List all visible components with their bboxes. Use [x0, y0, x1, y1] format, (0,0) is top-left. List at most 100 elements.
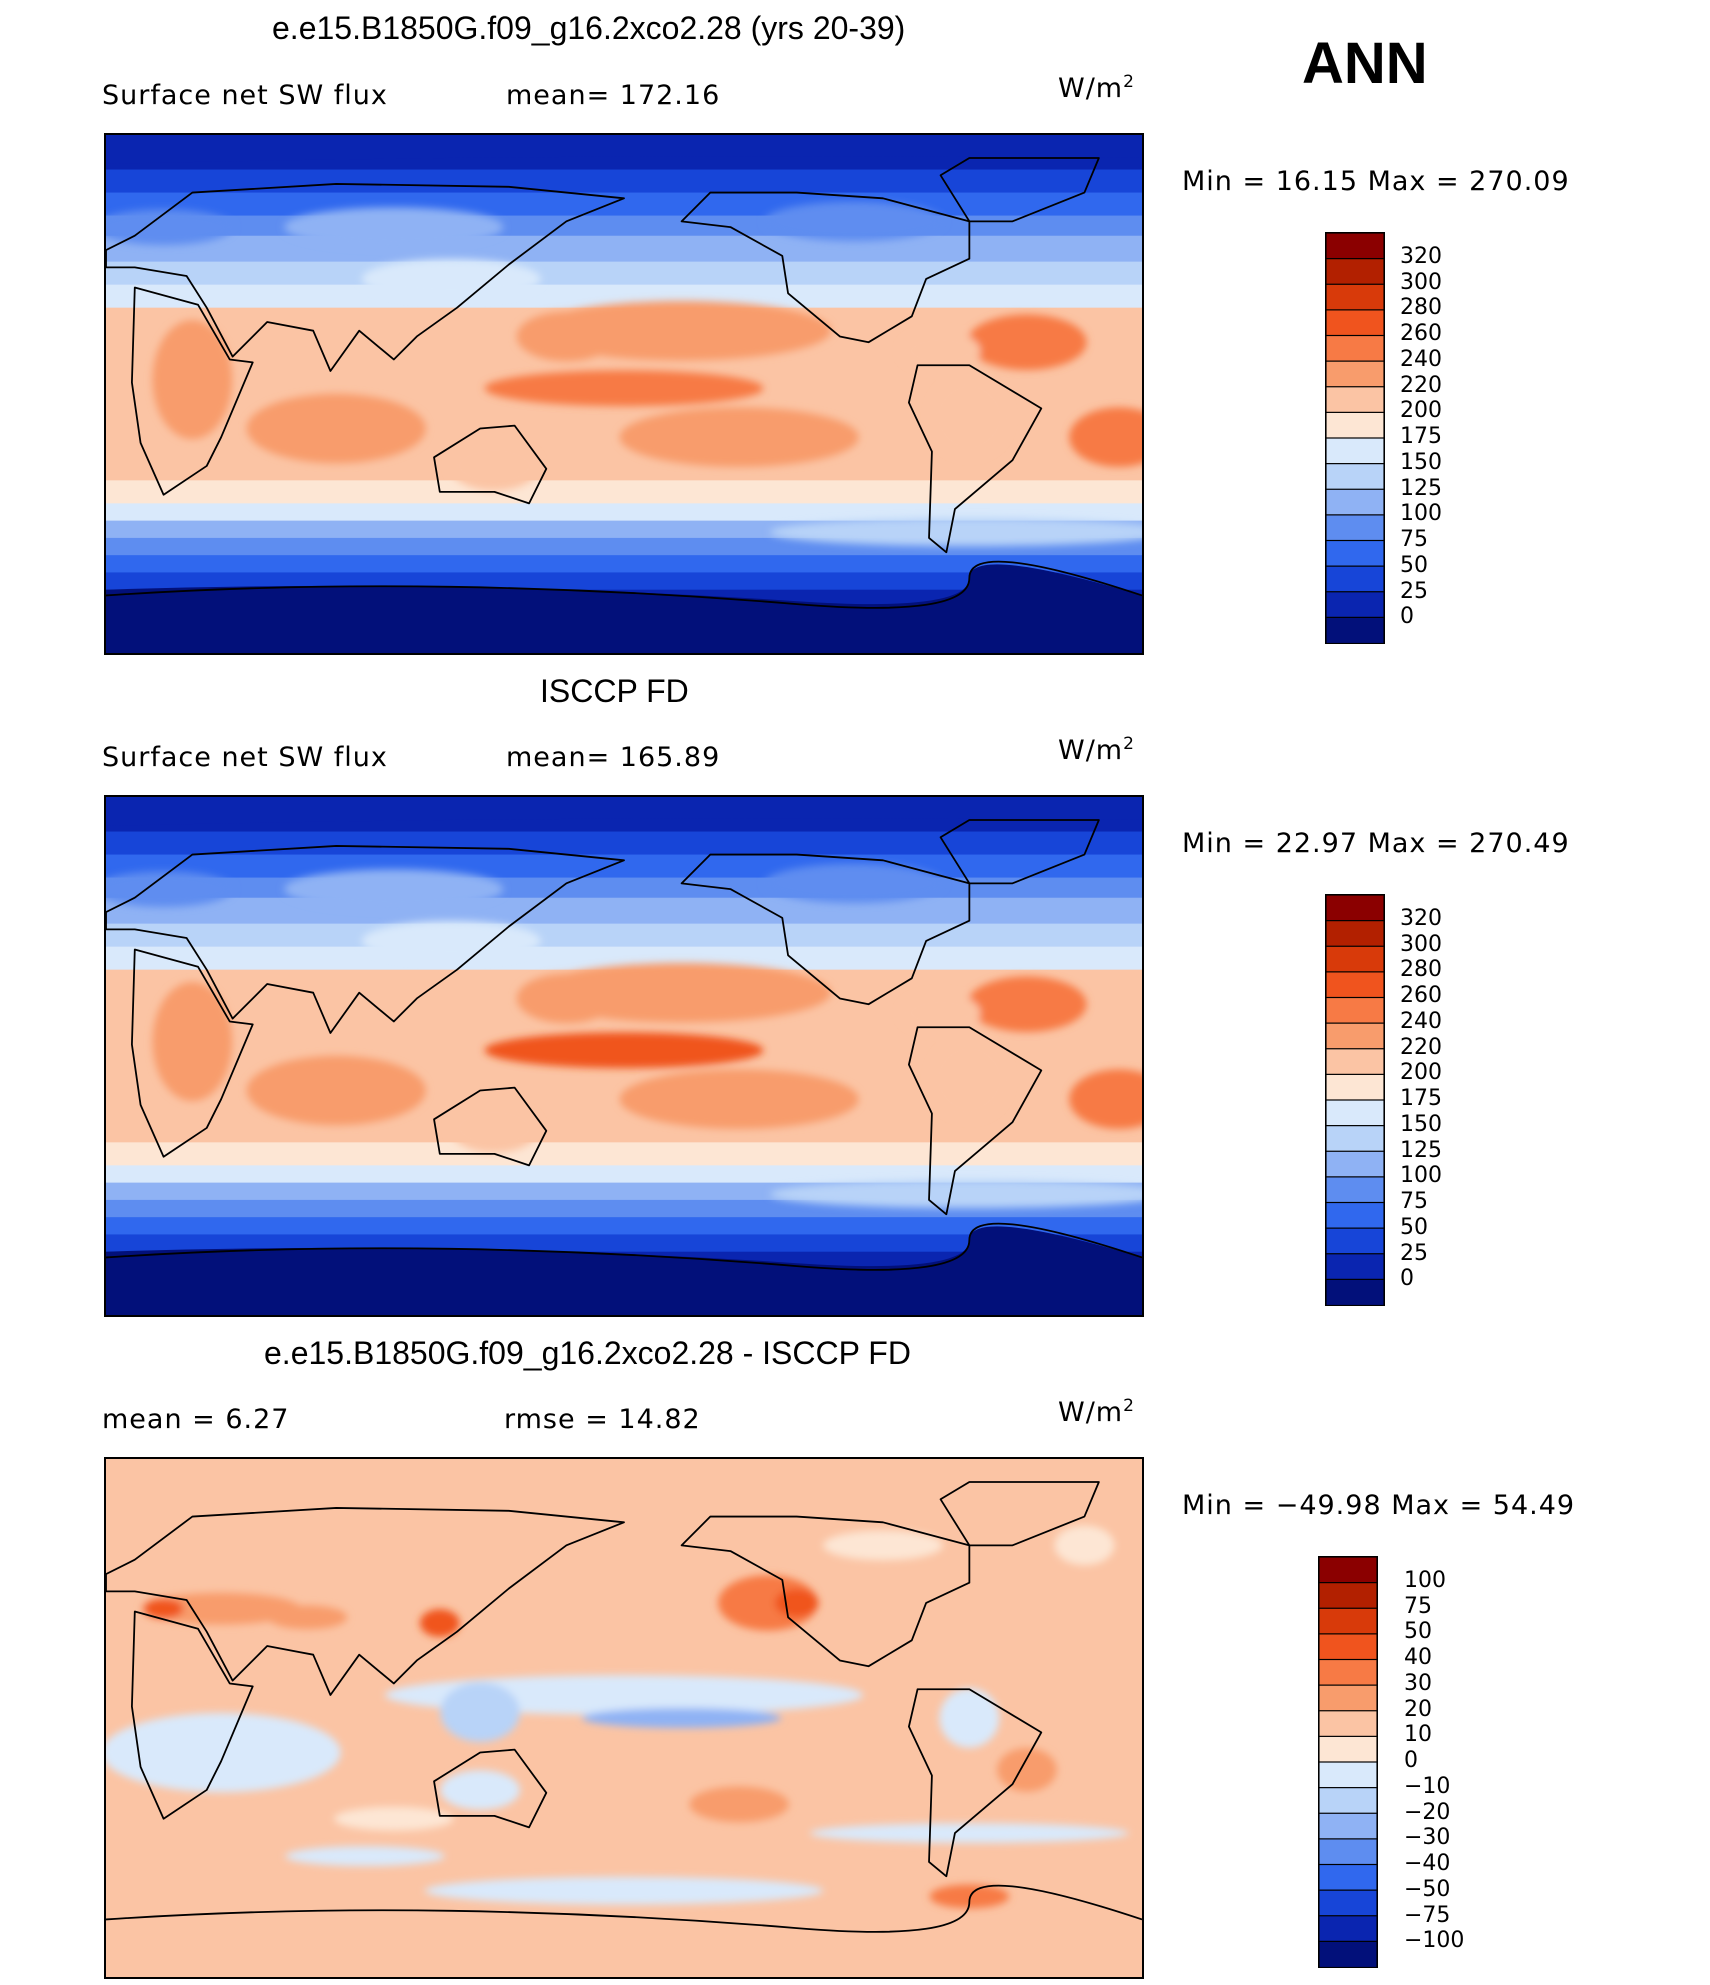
colorbar-label: 220	[1400, 1034, 1442, 1060]
panel-1-mean: mean= 172.16	[506, 80, 721, 111]
colorbar-box	[1326, 1073, 1384, 1102]
colorbar-label: 150	[1400, 449, 1442, 475]
colorbar-label: 100	[1400, 501, 1442, 527]
colorbar-label: 40	[1404, 1645, 1432, 1670]
colorbar-label: 20	[1404, 1696, 1432, 1722]
panel-1-field	[106, 135, 1142, 653]
colorbar-label: 175	[1400, 424, 1442, 449]
colorbar-label: 10	[1404, 1722, 1432, 1748]
colorbar-label: 260	[1400, 983, 1442, 1008]
colorbar-label: 25	[1400, 1240, 1428, 1266]
colorbar-label: 320	[1400, 243, 1442, 269]
colorbar-label: 240	[1400, 1008, 1442, 1034]
colorbar-box	[1319, 1684, 1377, 1712]
colorbar-label: 200	[1400, 1060, 1442, 1086]
colorbar-box	[1326, 920, 1384, 948]
colorbar-label: 0	[1400, 604, 1414, 630]
panel-3-rmse: rmse = 14.82	[504, 1404, 701, 1435]
colorbar-box	[1326, 1176, 1384, 1204]
colorbar-box	[1319, 1940, 1377, 1967]
colorbar-label: −20	[1404, 1799, 1451, 1825]
panel-2-colorbar-boxes	[1326, 895, 1384, 1305]
colorbar-box	[1319, 1710, 1377, 1738]
panel-3-colorbar-boxes	[1319, 1557, 1377, 1967]
colorbar-label: 125	[1400, 475, 1442, 501]
panel-3-title: e.e15.B1850G.f09_g16.2xco2.28 - ISCCP FD	[264, 1335, 911, 1371]
colorbar-box	[1326, 1150, 1384, 1178]
panel-1-title: e.e15.B1850G.f09_g16.2xco2.28 (yrs 20-39…	[272, 10, 906, 46]
panel-2-map	[104, 795, 1144, 1317]
panel-1-minmax: Min = 16.15 Max = 270.09	[1182, 166, 1570, 197]
colorbar-label: −30	[1404, 1825, 1451, 1851]
colorbar-box	[1326, 1099, 1384, 1127]
panel-3-colorbar	[1318, 1556, 1378, 1968]
colorbar-label: 25	[1400, 578, 1428, 604]
panel-2-colorbar	[1325, 894, 1385, 1306]
colorbar-label: 280	[1400, 957, 1442, 983]
colorbar-label: 220	[1400, 372, 1442, 398]
colorbar-label: 260	[1400, 321, 1442, 346]
season-label: ANN	[1302, 31, 1428, 96]
panel-1-colorbar	[1325, 232, 1385, 644]
panel-3-minmax: Min = −49.98 Max = 54.49	[1182, 1490, 1576, 1521]
colorbar-label: 125	[1400, 1137, 1442, 1163]
colorbar-box	[1326, 971, 1384, 999]
colorbar-box	[1326, 1278, 1384, 1305]
colorbar-box	[1319, 1863, 1377, 1892]
colorbar-box	[1326, 258, 1384, 286]
colorbar-box	[1319, 1838, 1377, 1866]
colorbar-label: 320	[1400, 905, 1442, 931]
panel-1-units: W/m2	[1058, 72, 1135, 104]
colorbar-box	[1326, 895, 1384, 922]
colorbar-box	[1319, 1735, 1377, 1764]
colorbar-label: 50	[1400, 552, 1428, 578]
colorbar-label: 280	[1400, 295, 1442, 321]
colorbar-box	[1326, 996, 1384, 1025]
colorbar-label: 0	[1404, 1748, 1418, 1773]
colorbar-box	[1319, 1787, 1377, 1815]
colorbar-box	[1326, 514, 1384, 542]
panel-1-map	[104, 133, 1144, 655]
colorbar-label: 100	[1400, 1163, 1442, 1189]
colorbar-box	[1319, 1557, 1377, 1584]
colorbar-box	[1326, 309, 1384, 337]
panel-2-variable: Surface net SW flux	[102, 742, 388, 773]
colorbar-box	[1319, 1889, 1377, 1917]
colorbar-box	[1326, 411, 1384, 440]
colorbar-box	[1326, 1201, 1384, 1230]
colorbar-box	[1326, 463, 1384, 491]
colorbar-box	[1326, 1022, 1384, 1050]
colorbar-label: −40	[1404, 1851, 1451, 1876]
colorbar-label: 75	[1404, 1593, 1432, 1619]
panel-3-mean: mean = 6.27	[102, 1404, 290, 1435]
colorbar-box	[1319, 1582, 1377, 1610]
colorbar-label: 0	[1400, 1266, 1414, 1292]
colorbar-box	[1326, 591, 1384, 619]
panel-2-field	[106, 797, 1142, 1315]
colorbar-label: 100	[1404, 1567, 1446, 1593]
colorbar-label: 50	[1404, 1619, 1432, 1645]
colorbar-box	[1326, 1227, 1384, 1255]
colorbar-label: −50	[1404, 1876, 1451, 1902]
colorbar-label: 240	[1400, 346, 1442, 372]
panel-3-units: W/m2	[1058, 1396, 1135, 1428]
panel-2-title: ISCCP FD	[540, 673, 689, 709]
colorbar-label: 150	[1400, 1111, 1442, 1137]
colorbar-box	[1319, 1761, 1377, 1789]
colorbar-label: 75	[1400, 1189, 1428, 1214]
colorbar-box	[1326, 616, 1384, 643]
colorbar-label: 50	[1400, 1214, 1428, 1240]
colorbar-label: −10	[1404, 1773, 1451, 1799]
colorbar-box	[1326, 386, 1384, 414]
colorbar-label: −100	[1404, 1928, 1465, 1954]
colorbar-box	[1326, 1125, 1384, 1153]
colorbar-label: 200	[1400, 398, 1442, 424]
colorbar-label: 175	[1400, 1086, 1442, 1111]
colorbar-box	[1319, 1607, 1377, 1635]
colorbar-box	[1326, 334, 1384, 363]
colorbar-box	[1319, 1812, 1377, 1840]
colorbar-box	[1319, 1915, 1377, 1943]
panel-1-colorbar-boxes	[1326, 233, 1384, 643]
colorbar-box	[1326, 488, 1384, 516]
colorbar-box	[1326, 360, 1384, 388]
